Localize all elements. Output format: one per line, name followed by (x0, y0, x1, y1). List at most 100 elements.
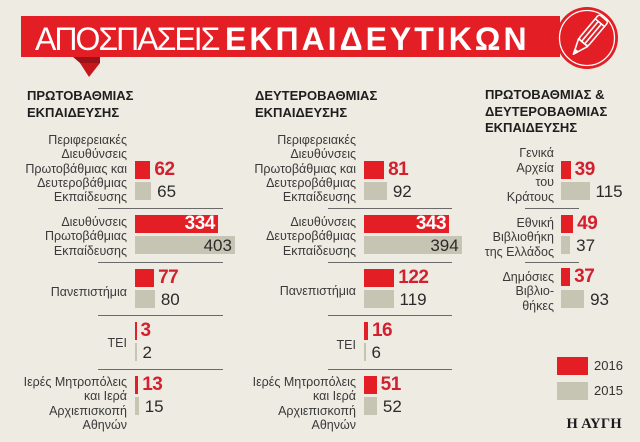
row-label: ΤΕΙ (206, 338, 356, 352)
bar-2016: 3 (135, 321, 151, 341)
row-label: Δημόσιες Βιβλιο- θήκες (460, 270, 554, 313)
row-divider (525, 262, 579, 263)
bar-2015: 15 (135, 397, 164, 416)
row-label-line: Δευτεροβάθμιας (266, 175, 356, 190)
row-label-line: Αρχιεπισκοπή (278, 403, 356, 418)
bar-2016: 77 (135, 268, 179, 288)
value-2016: 343 (415, 213, 447, 234)
bar-2016: 13 (135, 375, 163, 395)
section-title-line: ΕΚΠΑΙΔΕΥΣΗΣ (27, 105, 120, 120)
row-divider (98, 262, 223, 263)
row-label-line: και Ιερά (313, 389, 356, 404)
bar-2016: 37 (561, 267, 595, 287)
value-2015: 115 (595, 182, 623, 201)
row-label-line: Βιβλιο- (515, 284, 554, 299)
row-label-line: Περιφερειακές (277, 133, 356, 147)
row-label: Γενικά Αρχεία του Κράτους (460, 146, 554, 205)
row-divider (525, 208, 579, 209)
bar-2015: 115 (561, 182, 623, 201)
row-label-line: του (535, 175, 554, 190)
bar-2015: 92 (364, 182, 412, 201)
row-label-line: Ιερές Μητροπόλεις (252, 375, 356, 389)
value-2016: 77 (158, 267, 179, 288)
row-label-line: Ιερές Μητροπόλεις (23, 375, 127, 389)
bar-2015: 2 (135, 343, 152, 362)
bar-2016: 16 (364, 321, 393, 341)
row-label-line: Αρχεία (516, 160, 554, 175)
value-2016: 62 (154, 159, 175, 180)
row-label-line: Εκπαίδευσης (53, 190, 127, 205)
value-2015: 403 (203, 236, 232, 255)
row-label-line: Δευτεροβάθμιας (37, 175, 127, 190)
value-2016: 13 (142, 374, 163, 395)
row-divider (328, 262, 452, 263)
row-label: Περιφερειακές Διευθύνσεις Πρωτοβάθμιας κ… (206, 133, 356, 204)
legend-label-2016: 2016 (594, 358, 623, 373)
row-label-line: Εκπαίδευσης (282, 190, 356, 205)
title-banner (21, 16, 560, 57)
section-title-secondary: ΔΕΥΤΕΡΟΒΑΘΜΙΑΣ ΕΚΠΑΙΔΕΥΣΗΣ (255, 87, 377, 121)
section-title-line: ΕΚΠΑΙΔΕΥΣΗΣ (485, 120, 578, 135)
bar-2016: 334 (135, 214, 218, 234)
value-2015: 52 (382, 397, 402, 416)
row-label: Εθνική Βιβλιοθήκη της Ελλάδος (460, 216, 554, 259)
row-label: ΤΕΙ (0, 336, 127, 350)
row-label-line: Πανεπιστήμια (279, 284, 356, 298)
row-label: Πανεπιστήμια (0, 285, 127, 299)
bar-2015: 403 (135, 236, 235, 255)
bar-2015: 37 (561, 236, 595, 255)
bar-2015: 65 (135, 182, 176, 201)
value-2016: 49 (577, 213, 598, 234)
row-label-line: Διευθύνσεις (61, 147, 127, 162)
value-2015: 119 (399, 290, 427, 309)
value-2015: 394 (430, 236, 459, 255)
row-label: Ιερές Μητροπόλεις και Ιερά Αρχιεπισκοπή … (206, 375, 356, 432)
bar-2016: 343 (364, 213, 450, 234)
row-divider (98, 208, 223, 209)
source-credit: Η ΑΥΓΗ (566, 416, 622, 432)
row-label-line: και Ιερά (84, 389, 127, 404)
bar-2016: 49 (561, 214, 598, 234)
value-2015: 92 (392, 182, 412, 201)
value-2016: 39 (574, 159, 596, 180)
section-title-line: ΕΚΠΑΙΔΕΥΣΗΣ (255, 105, 348, 120)
row-label-line: θήκες (522, 298, 554, 313)
value-2015: 37 (576, 236, 596, 255)
row-divider (328, 208, 452, 209)
value-2015: 65 (157, 182, 177, 201)
bar-2016: 51 (364, 375, 401, 395)
value-2016: 37 (574, 266, 595, 287)
row-label-line: Κράτους (506, 190, 554, 205)
row-label: Διευθύνσεις Δευτεροβάθμιας Εκπαίδευσης (206, 215, 356, 258)
bar-2015: 394 (364, 236, 462, 255)
legend-swatch-2015 (557, 382, 588, 400)
row-label: Διευθύνσεις Πρωτοβάθμιας Εκπαίδευσης (0, 215, 127, 258)
section-title-line: ΔΕΥΤΕΡΟΒΑΘΜΙΑΣ (485, 103, 608, 119)
row-label-line: Εκπαίδευσης (53, 243, 127, 258)
value-2016: 16 (371, 320, 393, 341)
value-2015: 80 (160, 290, 180, 309)
legend-swatch-2016 (557, 357, 588, 375)
value-2016: 81 (388, 159, 409, 180)
row-label-line: Αθηνών (82, 417, 127, 432)
bar-2015: 119 (364, 290, 427, 309)
legend-label-2015: 2015 (594, 383, 623, 398)
row-label-line: Πρωτοβάθμιας (44, 229, 127, 244)
page-title-bold: ΕΚΠΑΙΔΕΥΤΙΚΩΝ (225, 21, 530, 57)
row-label-line: Δευτεροβάθμιας (266, 229, 356, 244)
row-label-line: Βιβλιοθήκη (492, 230, 554, 245)
row-label-line: Διευθύνσεις (290, 147, 356, 162)
section-title-line: ΠΡΩΤΟΒΑΘΜΙΑΣ & (485, 87, 605, 102)
bar-2016: 62 (135, 160, 175, 180)
row-label: Ιερές Μητροπόλεις και Ιερά Αρχιεπισκοπή … (0, 375, 127, 432)
page-title-light: ΑΠΟΣΠΑΣΕΙΣ (35, 21, 220, 57)
value-2016: 122 (398, 267, 429, 288)
value-2016: 3 (140, 320, 152, 341)
row-label-line: Δημόσιες (502, 270, 554, 284)
value-2015: 15 (144, 397, 164, 416)
pencil-icon (556, 7, 618, 69)
section-title-primary: ΠΡΩΤΟΒΑΘΜΙΑΣ ΕΚΠΑΙΔΕΥΣΗΣ (27, 87, 133, 121)
row-label-line: Πανεπιστήμια (50, 285, 127, 299)
row-label-line: Γενικά (519, 146, 554, 160)
value-2015: 2 (142, 343, 152, 362)
